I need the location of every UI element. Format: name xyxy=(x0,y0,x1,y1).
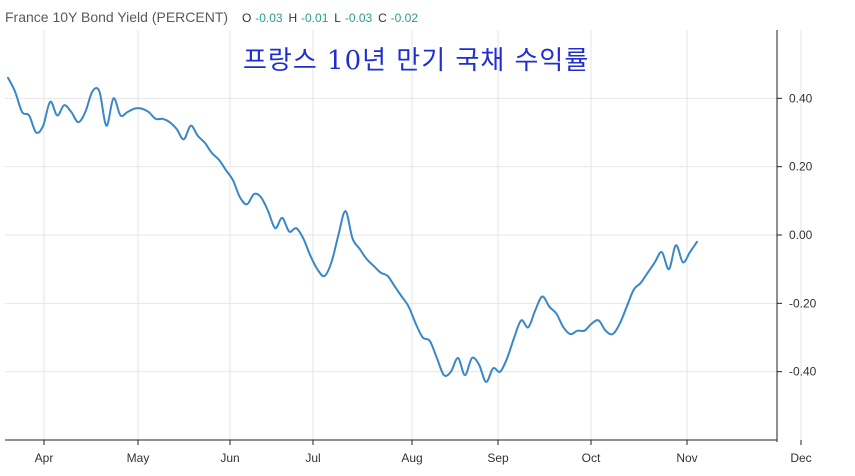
low-label: L xyxy=(334,11,341,25)
low-value: -0.03 xyxy=(344,11,373,25)
axes xyxy=(5,30,802,445)
x-tick-label: Apr xyxy=(35,451,54,465)
x-axis-tick-labels: Apr May Jun Jul Aug Sep Oct Nov Dec xyxy=(35,451,812,465)
x-tick-label: Sep xyxy=(487,451,509,465)
symbol-title: France 10Y Bond Yield (PERCENT) xyxy=(5,9,229,25)
y-tick-label: 0.40 xyxy=(789,91,813,105)
y-tick-label: 0.00 xyxy=(789,228,813,242)
x-tick-label: Aug xyxy=(401,451,422,465)
x-tick-label: Dec xyxy=(790,451,811,465)
series-layer xyxy=(7,76,698,383)
x-tick-label: Jun xyxy=(220,451,239,465)
open-label: O xyxy=(241,11,252,25)
close-label: C xyxy=(378,11,387,25)
close-value: -0.02 xyxy=(390,11,419,25)
y-tick-label: -0.40 xyxy=(789,365,817,379)
series-line-0 xyxy=(7,76,698,383)
chart-header: France 10Y Bond Yield (PERCENT) O -0.03 … xyxy=(5,9,420,25)
y-tick-label: -0.20 xyxy=(789,296,817,310)
y-tick-label: 0.20 xyxy=(789,160,813,174)
open-value: -0.03 xyxy=(255,11,283,25)
x-tick-label: Nov xyxy=(676,451,697,465)
y-axis-tick-labels: 0.40 0.20 0.00 -0.20 -0.40 xyxy=(789,91,817,378)
grid-lines xyxy=(5,30,802,440)
overlay-korean-title: 프랑스 10년 만기 국채 수익률 xyxy=(243,46,590,76)
x-tick-label: May xyxy=(127,451,150,465)
x-tick-label: Oct xyxy=(582,451,601,465)
x-tick-label: Jul xyxy=(305,451,320,465)
high-label: H xyxy=(288,11,298,25)
high-value: -0.01 xyxy=(301,11,329,25)
